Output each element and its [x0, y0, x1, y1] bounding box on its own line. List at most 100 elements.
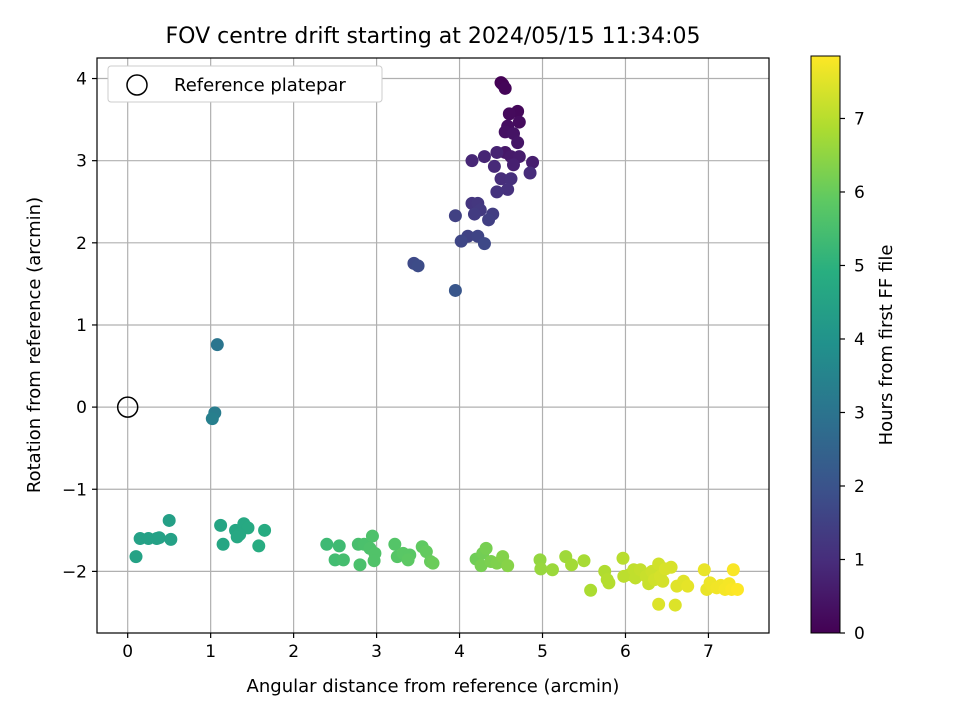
data-point	[487, 159, 501, 173]
data-point	[230, 530, 244, 544]
data-point	[523, 166, 537, 180]
x-tick-label: 4	[454, 642, 465, 662]
data-point	[210, 338, 224, 352]
data-point	[454, 234, 468, 248]
data-point	[258, 523, 272, 537]
y-tick-label: 0	[76, 398, 87, 418]
x-tick-label: 1	[205, 642, 216, 662]
data-point	[501, 559, 515, 573]
data-point	[479, 541, 493, 555]
y-tick-label: −2	[62, 562, 87, 582]
x-tick-label: 0	[122, 642, 133, 662]
data-point	[506, 158, 520, 172]
data-point	[526, 155, 540, 169]
data-point	[616, 551, 630, 565]
y-tick-label: 3	[76, 152, 87, 172]
data-point	[498, 81, 512, 95]
data-point	[152, 531, 166, 545]
y-tick-label: −1	[62, 480, 87, 500]
colorbar-tick-label: 4	[854, 330, 865, 350]
data-point	[465, 154, 479, 168]
y-axis-ticks: −2 −1 0 1 2 3 4	[62, 70, 97, 582]
data-point	[490, 145, 504, 159]
data-point	[501, 182, 515, 196]
data-point	[388, 537, 402, 551]
colorbar-tick-label: 1	[854, 550, 865, 570]
data-point	[216, 537, 230, 551]
data-point	[656, 574, 670, 588]
data-point	[252, 539, 266, 553]
data-point	[652, 597, 666, 611]
y-tick-label: 4	[76, 70, 87, 90]
data-point	[467, 207, 481, 221]
legend: Reference platepar	[107, 65, 383, 103]
colorbar	[810, 55, 841, 634]
y-axis-label: Rotation from reference (arcmin)	[24, 197, 45, 493]
data-point	[164, 532, 178, 546]
legend-label: Reference platepar	[174, 75, 346, 96]
data-point	[477, 237, 491, 251]
data-point	[664, 560, 678, 574]
chart-title: FOV centre drift starting at 2024/05/15 …	[166, 24, 701, 49]
data-point	[494, 172, 508, 186]
y-tick-label: 2	[76, 234, 87, 254]
reference-marker	[116, 396, 139, 418]
colorbar-label: Hours from first FF file	[876, 245, 897, 446]
x-axis-label: Angular distance from reference (arcmin)	[247, 676, 620, 697]
data-point	[730, 582, 744, 596]
x-axis-ticks: 0 1 2 3 4 5 6 7	[122, 633, 714, 662]
data-point	[353, 558, 367, 572]
data-point	[205, 412, 219, 426]
reference-platepar-marker	[116, 396, 139, 418]
data-point	[534, 562, 548, 576]
data-point	[565, 558, 579, 572]
data-point	[336, 553, 350, 567]
legend-marker-icon	[126, 74, 148, 96]
data-point	[512, 115, 526, 129]
x-tick-label: 2	[288, 642, 299, 662]
data-point	[419, 545, 433, 559]
data-point	[474, 559, 488, 573]
colorbar-tick-label: 0	[854, 624, 865, 644]
data-point	[502, 107, 516, 121]
data-point	[426, 556, 440, 570]
data-point	[504, 172, 518, 186]
x-tick-label: 6	[620, 642, 631, 662]
colorbar-ticks: 0 1 2 3 4 5 6 7	[840, 109, 865, 644]
data-point	[545, 563, 559, 577]
data-point	[214, 518, 228, 532]
colorbar-tick-label: 6	[854, 183, 865, 203]
data-point	[482, 213, 496, 227]
data-point	[320, 537, 334, 551]
x-tick-label: 5	[537, 642, 548, 662]
x-tick-label: 7	[703, 642, 714, 662]
data-point	[448, 283, 462, 297]
data-point	[401, 553, 415, 567]
data-point	[697, 563, 711, 577]
grid-lines	[97, 58, 769, 633]
data-point	[668, 598, 682, 612]
data-point	[490, 185, 504, 199]
x-tick-label: 3	[371, 642, 382, 662]
colorbar-tick-label: 7	[854, 109, 865, 129]
data-point	[681, 579, 695, 593]
scatter-points	[129, 76, 744, 612]
plot-frame	[96, 57, 770, 634]
colorbar-tick-label: 2	[854, 477, 865, 497]
data-point	[511, 136, 525, 150]
data-point	[367, 554, 381, 568]
legend-box	[107, 65, 383, 103]
data-point	[584, 583, 598, 597]
data-point	[602, 576, 616, 590]
data-point	[365, 529, 379, 543]
y-tick-label: 1	[76, 316, 87, 336]
data-point	[332, 539, 346, 553]
data-point	[577, 554, 591, 568]
data-point	[129, 550, 143, 564]
colorbar-tick-label: 3	[854, 403, 865, 423]
data-point	[162, 513, 176, 527]
data-point	[726, 563, 740, 577]
data-point	[411, 259, 425, 273]
colorbar-tick-label: 5	[854, 256, 865, 276]
